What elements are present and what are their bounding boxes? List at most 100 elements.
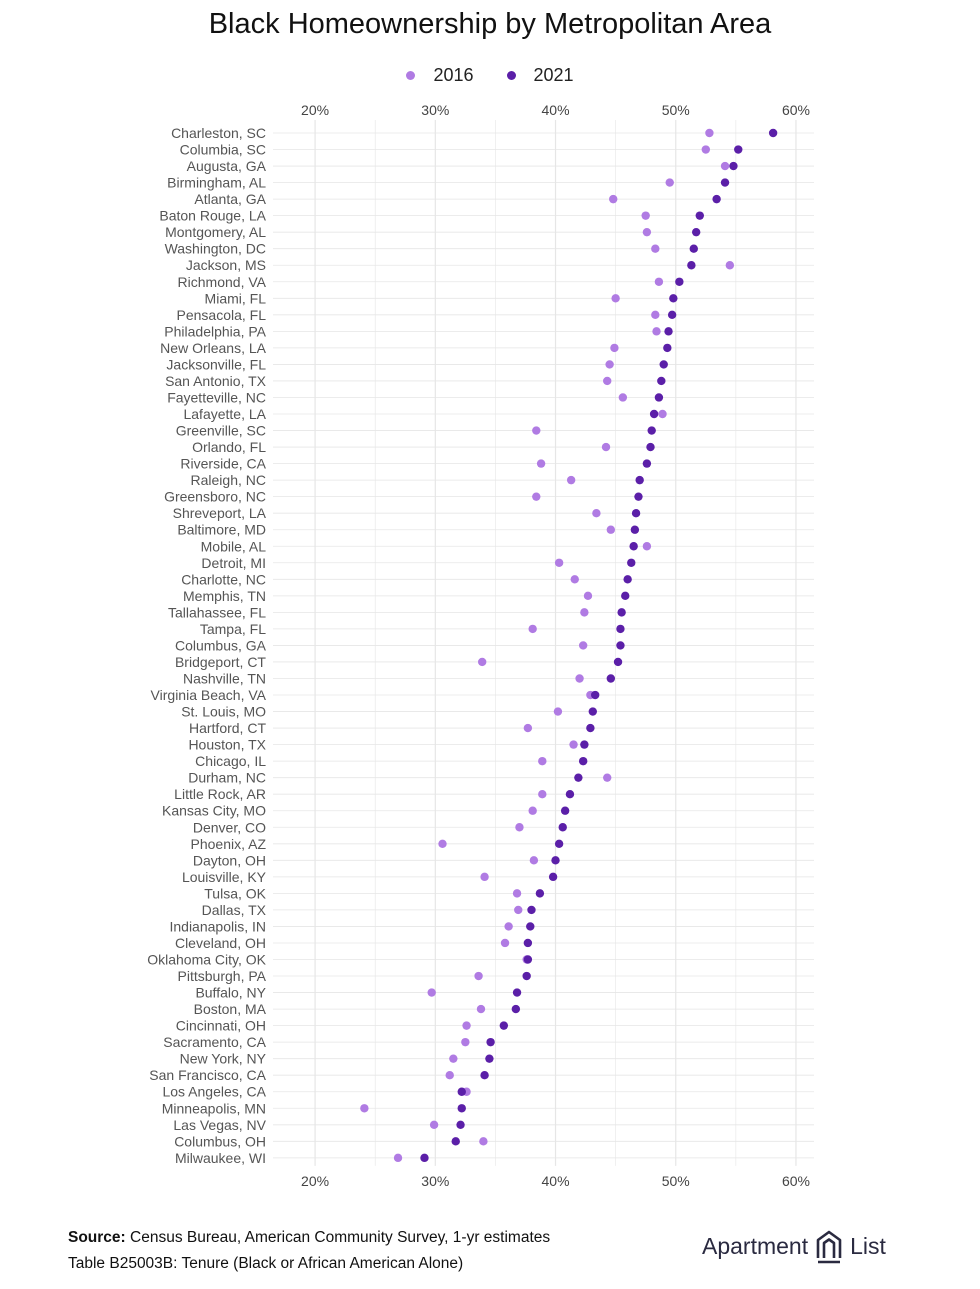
- metro-label: Pittsburgh, PA: [178, 968, 267, 984]
- point-2016: [477, 657, 487, 667]
- point-2016: [603, 376, 612, 386]
- point-2016: [393, 1153, 403, 1163]
- point-2016: [583, 591, 593, 601]
- metro-label: Tallahassee, FL: [168, 604, 266, 620]
- point-2021: [695, 211, 704, 220]
- metro-label: Shreveport, LA: [173, 505, 267, 521]
- point-2016: [479, 1137, 488, 1146]
- point-2021: [457, 1087, 466, 1096]
- x-tick-label-top: 50%: [662, 102, 690, 118]
- chart-title: Black Homeownership by Metropolitan Area: [208, 8, 772, 40]
- point-2016: [445, 1071, 454, 1080]
- brand-word-2: List: [850, 1232, 886, 1259]
- legend-label-2016: 2016: [433, 64, 474, 85]
- point-2016: [500, 938, 510, 948]
- metro-label: Raleigh, NC: [191, 472, 266, 488]
- source-line: Source: Census Bureau, American Communit…: [68, 1225, 550, 1251]
- point-2021: [687, 261, 696, 270]
- legend-label-2021: 2021: [533, 64, 574, 85]
- point-2021: [646, 442, 655, 452]
- point-2021: [457, 1104, 466, 1113]
- metro-label: Columbus, OH: [174, 1133, 266, 1149]
- point-2016: [611, 294, 620, 303]
- metro-label: Sacramento, CA: [163, 1034, 266, 1050]
- metro-label: Birmingham, AL: [167, 175, 266, 191]
- metro-label: Chicago, IL: [195, 753, 266, 769]
- point-2021: [580, 740, 589, 749]
- point-2016: [461, 1037, 470, 1047]
- point-2021: [631, 508, 641, 518]
- metro-label: Little Rock, AR: [174, 786, 266, 802]
- point-2021: [485, 1054, 494, 1063]
- metro-label: Los Angeles, CA: [162, 1084, 266, 1100]
- metro-label: Memphis, TN: [183, 588, 266, 604]
- x-tick-label-bottom: 30%: [421, 1173, 449, 1189]
- point-2016: [528, 624, 537, 634]
- data-points: [360, 128, 778, 1163]
- point-2016: [514, 905, 523, 915]
- x-tick-label-top: 60%: [782, 102, 810, 118]
- point-2021: [558, 823, 567, 832]
- metro-label: Nashville, TN: [183, 670, 266, 686]
- point-2021: [606, 674, 616, 683]
- metro-label: Dayton, OH: [193, 852, 266, 868]
- point-2016: [658, 409, 667, 419]
- metro-label: Riverside, CA: [180, 456, 266, 472]
- point-2016: [592, 508, 601, 518]
- point-2021: [560, 806, 570, 815]
- table-note: Table B25003B: Tenure (Black or African …: [68, 1255, 464, 1272]
- point-2016: [429, 1120, 439, 1130]
- metro-label: Oklahoma City, OK: [147, 952, 266, 968]
- metro-label: Pensacola, FL: [177, 307, 267, 323]
- x-tick-label-bottom: 20%: [301, 1173, 329, 1189]
- point-2016: [553, 707, 563, 716]
- x-tick-label-top: 30%: [421, 102, 449, 118]
- point-2021: [456, 1120, 465, 1130]
- point-2021: [420, 1153, 429, 1163]
- point-2021: [527, 905, 536, 915]
- point-2021: [691, 227, 701, 237]
- point-2021: [548, 872, 558, 882]
- point-2016: [701, 145, 710, 154]
- point-2021: [634, 492, 643, 501]
- point-2021: [616, 624, 625, 634]
- metro-label: Milwaukee, WI: [175, 1150, 266, 1166]
- metro-label: Denver, CO: [193, 819, 266, 835]
- point-2021: [675, 277, 684, 286]
- metro-label: Richmond, VA: [178, 274, 267, 290]
- x-tick-label-bottom: 60%: [782, 1173, 810, 1189]
- metro-label: Orlando, FL: [192, 439, 266, 455]
- point-2016: [618, 393, 628, 402]
- point-2016: [512, 889, 522, 898]
- point-2021: [511, 1004, 521, 1014]
- axis-tick-labels: 20% 20% 30% 30% 40% 40% 50% 50% 60% 60%: [301, 102, 810, 1189]
- legend-entry-2016: 2016: [406, 65, 473, 86]
- point-2021: [663, 343, 672, 353]
- point-2021: [729, 161, 738, 171]
- point-2016: [705, 128, 714, 138]
- building-logo-icon: [816, 1230, 842, 1264]
- brand-word-1: Apartment: [702, 1232, 809, 1259]
- legend-dot-2016: [406, 70, 416, 80]
- point-2021: [613, 657, 623, 667]
- metro-label: Louisville, KY: [182, 869, 267, 885]
- metro-label: Philadelphia, PA: [164, 323, 266, 339]
- point-2016: [529, 856, 539, 865]
- metro-label: Hartford, CT: [189, 720, 266, 736]
- metro-label: St. Louis, MO: [181, 704, 266, 720]
- point-2021: [486, 1037, 495, 1047]
- metro-label: Greenville, SC: [176, 423, 266, 439]
- metro-label: Lafayette, LA: [183, 406, 266, 422]
- point-2016: [504, 922, 513, 931]
- point-2021: [551, 856, 560, 865]
- metro-label: Mobile, AL: [201, 538, 267, 554]
- point-2016: [566, 475, 576, 485]
- point-2016: [720, 161, 730, 171]
- point-2016: [532, 492, 541, 501]
- metro-label: Kansas City, MO: [162, 803, 266, 819]
- grid-lines: [273, 120, 814, 1166]
- x-tick-label-top: 40%: [542, 102, 570, 118]
- point-2021: [616, 641, 625, 650]
- metro-label: Minneapolis, MN: [162, 1100, 266, 1116]
